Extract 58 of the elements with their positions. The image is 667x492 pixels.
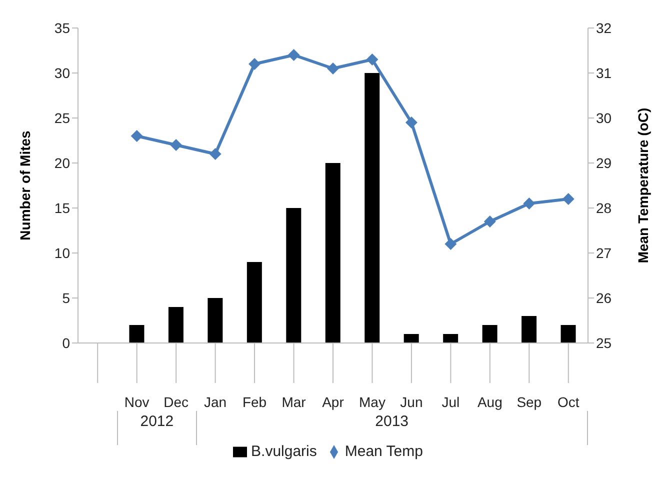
point (523, 198, 536, 210)
legend-label: Mean Temp (344, 443, 423, 460)
bar (286, 208, 302, 343)
x-tick-label: May (359, 394, 386, 410)
point (366, 54, 378, 66)
x-tick-label: Sep (516, 394, 542, 410)
y2-tick-label: 25 (596, 334, 612, 351)
y-tick-label: 35 (54, 20, 70, 36)
bar (482, 325, 498, 343)
y-tick-label: 20 (54, 154, 70, 171)
legend-label: B.vulgaris (251, 443, 317, 460)
text: 2012 (117, 411, 196, 445)
point (170, 139, 182, 151)
bar (522, 316, 537, 343)
bar (364, 73, 380, 343)
bar (168, 307, 184, 343)
bar (129, 325, 144, 343)
text: 2013 (375, 413, 409, 430)
y-axis-title: Number of Mites (16, 130, 33, 240)
point (209, 148, 222, 160)
x-tick-label: Nov (124, 394, 150, 410)
bar (404, 334, 419, 343)
point (562, 193, 574, 205)
y-tick-label: 0 (62, 334, 70, 351)
y2-tick-label: 26 (596, 290, 612, 306)
point (327, 62, 339, 74)
y2-tick-label: 29 (596, 154, 612, 171)
x-tick-label: Oct (557, 394, 580, 410)
point (130, 130, 143, 142)
point (484, 216, 496, 228)
x-tick-label: Feb (242, 394, 267, 410)
x-tick-label: Jul (442, 394, 460, 410)
x-tick-label: Dec (164, 394, 189, 410)
point (444, 238, 457, 250)
x-tick-label: Apr (322, 394, 344, 410)
y-tick-label: 5 (62, 290, 70, 306)
x-tick-label: Aug (477, 394, 502, 410)
bar (325, 163, 340, 343)
y2-tick-label: 28 (596, 200, 612, 216)
y-tick-label: 10 (54, 244, 70, 261)
point (288, 49, 300, 61)
y-tick-label: 15 (54, 200, 70, 216)
y2-tick-label: 32 (596, 20, 612, 36)
bar (208, 298, 223, 343)
x-tick-label: Jan (204, 394, 227, 410)
bar (443, 334, 458, 343)
y2-tick-label: 31 (596, 64, 612, 81)
x-tick-label: Jun (400, 394, 423, 410)
y-tick-label: 30 (54, 64, 70, 81)
y2-tick-label: 27 (596, 244, 612, 261)
point (405, 116, 418, 128)
y2-axis-title: Mean Temperature (oC) (634, 108, 651, 264)
y-tick-label: 25 (54, 110, 70, 126)
y2-tick-label: 30 (596, 110, 612, 126)
x-tick-label: Mar (282, 394, 306, 410)
bar (560, 325, 576, 343)
point (248, 58, 261, 70)
bar (246, 262, 262, 343)
